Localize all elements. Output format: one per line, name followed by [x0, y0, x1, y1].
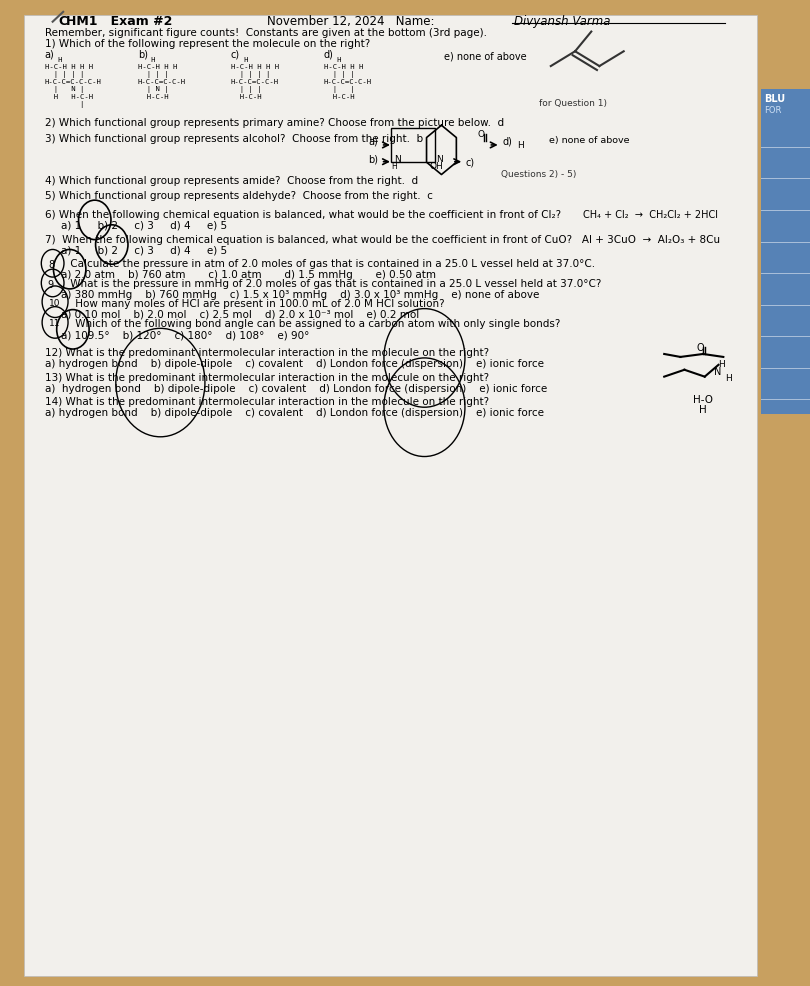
Text: e) none of above: e) none of above	[444, 51, 526, 61]
Text: 6) When the following chemical equation is balanced, what would be the coefficie: 6) When the following chemical equation …	[45, 210, 561, 220]
Text: H
H-C-H H H
  | | |
H-C-C=C-C-H
  | N |
  H-C-H: H H-C-H H H | | | H-C-C=C-C-H | N | H-C-…	[138, 57, 185, 101]
Text: How many moles of HCl are present in 100.0 mL of 2.0 M HCl solution?: How many moles of HCl are present in 100…	[72, 299, 445, 309]
Text: a) 0.10 mol    b) 2.0 mol    c) 2.5 mol    d) 2.0 x 10⁻³ mol    e) 0.2 mol: a) 0.10 mol b) 2.0 mol c) 2.5 mol d) 2.0…	[61, 310, 419, 319]
Text: 14) What is the predominant intermolecular interaction in the molecule on the ri: 14) What is the predominant intermolecul…	[45, 397, 488, 407]
Text: 4) Which functional group represents amide?  Choose from the right.  d: 4) Which functional group represents ami…	[45, 176, 418, 185]
Text: e) none of above: e) none of above	[549, 136, 629, 145]
Text: H
H-C-H H H H
  | | | |
H-C-C=C-C-C-H
  |   N |
  H   H-C-H
        |: H H-C-H H H H | | | | H-C-C=C-C-C-H | N …	[45, 57, 101, 108]
Text: 2) Which functional group represents primary amine? Choose from the picture belo: 2) Which functional group represents pri…	[45, 118, 504, 128]
Text: a)  hydrogen bond    b) dipole-dipole    c) covalent    d) London force (dispers: a) hydrogen bond b) dipole-dipole c) cov…	[45, 384, 547, 393]
Text: FOR: FOR	[764, 106, 781, 114]
Text: 13) What is the predominant intermolecular interaction in the molecule on the ri: 13) What is the predominant intermolecul…	[45, 373, 488, 383]
Text: 1) Which of the following represent the molecule on the right?: 1) Which of the following represent the …	[45, 39, 370, 49]
Text: O: O	[478, 130, 485, 139]
Text: HM1   Exam #2: HM1 Exam #2	[66, 15, 173, 28]
Text: 12) What is the predominant intermolecular interaction in the molecule on the ri: 12) What is the predominant intermolecul…	[45, 348, 488, 358]
Text: b): b)	[138, 49, 147, 59]
Text: N: N	[394, 155, 401, 164]
Text: Remember, significant figure counts!  Constants are given at the bottom (3rd pag: Remember, significant figure counts! Con…	[45, 28, 487, 37]
Text: 3) Which functional group represents alcohol?  Choose from the right.  b: 3) Which functional group represents alc…	[45, 134, 423, 144]
Text: H: H	[725, 374, 731, 383]
Text: 10: 10	[49, 299, 61, 308]
Text: 8: 8	[49, 260, 55, 270]
Text: for Question 1): for Question 1)	[539, 99, 607, 107]
FancyBboxPatch shape	[24, 15, 757, 976]
Text: H: H	[718, 360, 725, 369]
Text: H: H	[517, 141, 523, 150]
Text: a) hydrogen bond    b) dipole-dipole    c) covalent    d) London force (dispersi: a) hydrogen bond b) dipole-dipole c) cov…	[45, 408, 544, 418]
Text: a): a)	[45, 49, 54, 59]
Text: Questions 2) - 5): Questions 2) - 5)	[501, 170, 576, 178]
Text: November 12, 2024   Name:: November 12, 2024 Name:	[267, 15, 438, 28]
Text: What is the pressure in mmHg of 2.0 moles of gas that is contained in a 25.0 L v: What is the pressure in mmHg of 2.0 mole…	[67, 279, 602, 289]
Text: N: N	[436, 155, 442, 164]
Text: H-O: H-O	[693, 395, 713, 405]
Text: 5) Which functional group represents aldehyde?  Choose from the right.  c: 5) Which functional group represents ald…	[45, 191, 433, 201]
Text: BLU: BLU	[764, 94, 785, 104]
Text: OH: OH	[429, 162, 443, 171]
Text: a) 380 mmHg    b) 760 mmHg    c) 1.5 x 10³ mmHg    d) 3.0 x 10³ mmHg    e) none : a) 380 mmHg b) 760 mmHg c) 1.5 x 10³ mmH…	[61, 290, 539, 300]
FancyBboxPatch shape	[761, 89, 810, 414]
Text: a) 1     b) 2     c) 3     d) 4     e) 5: a) 1 b) 2 c) 3 d) 4 e) 5	[61, 221, 227, 231]
Text: O: O	[697, 343, 704, 353]
Text: a) 109.5°    b) 120°    c) 180°    d) 108°    e) 90°: a) 109.5° b) 120° c) 180° d) 108° e) 90°	[61, 330, 309, 340]
Text: a) 2.0 atm    b) 760 atm       c) 1.0 atm       d) 1.5 mmHg       e) 0.50 atm: a) 2.0 atm b) 760 atm c) 1.0 atm d) 1.5 …	[61, 270, 436, 280]
Text: a) hydrogen bond    b) dipole-dipole    c) covalent    d) London force (dispersi: a) hydrogen bond b) dipole-dipole c) cov…	[45, 359, 544, 369]
Text: a): a)	[369, 136, 378, 146]
Text: Which of the following bond angle can be assigned to a carbon atom with only sin: Which of the following bond angle can be…	[72, 319, 561, 329]
Text: H
H-C-H H H H
  | | | |
H-C-C=C-C-H
  | | |
  H-C-H: H H-C-H H H H | | | | H-C-C=C-C-H | | | …	[231, 57, 279, 101]
Text: a) 1     b) 2     c) 3     d) 4     e) 5: a) 1 b) 2 c) 3 d) 4 e) 5	[61, 246, 227, 255]
Text: Calculate the pressure in atm of 2.0 moles of gas that is contained in a 25.0 L : Calculate the pressure in atm of 2.0 mol…	[67, 259, 595, 269]
Text: Divyansh Varma: Divyansh Varma	[514, 15, 611, 28]
Text: 7)  When the following chemical equation is balanced, what would be the coeffici: 7) When the following chemical equation …	[45, 235, 719, 245]
Text: c): c)	[231, 49, 240, 59]
Text: H: H	[699, 405, 707, 415]
Text: CH₄ + Cl₂  →  CH₂Cl₂ + 2HCl: CH₄ + Cl₂ → CH₂Cl₂ + 2HCl	[583, 210, 718, 220]
Text: 11: 11	[49, 319, 61, 328]
Text: d): d)	[502, 136, 512, 146]
Text: c): c)	[466, 158, 475, 168]
Text: b): b)	[369, 155, 378, 165]
Text: H: H	[391, 162, 397, 171]
Text: d): d)	[324, 49, 334, 59]
Text: 9: 9	[48, 280, 54, 290]
Text: C: C	[58, 15, 67, 28]
Text: N: N	[714, 367, 722, 377]
Text: H
H-C-H H H
  | | |
H-C-C=C-C-H
  |   |
  H-C-H: H H-C-H H H | | | H-C-C=C-C-H | | H-C-H	[324, 57, 372, 101]
